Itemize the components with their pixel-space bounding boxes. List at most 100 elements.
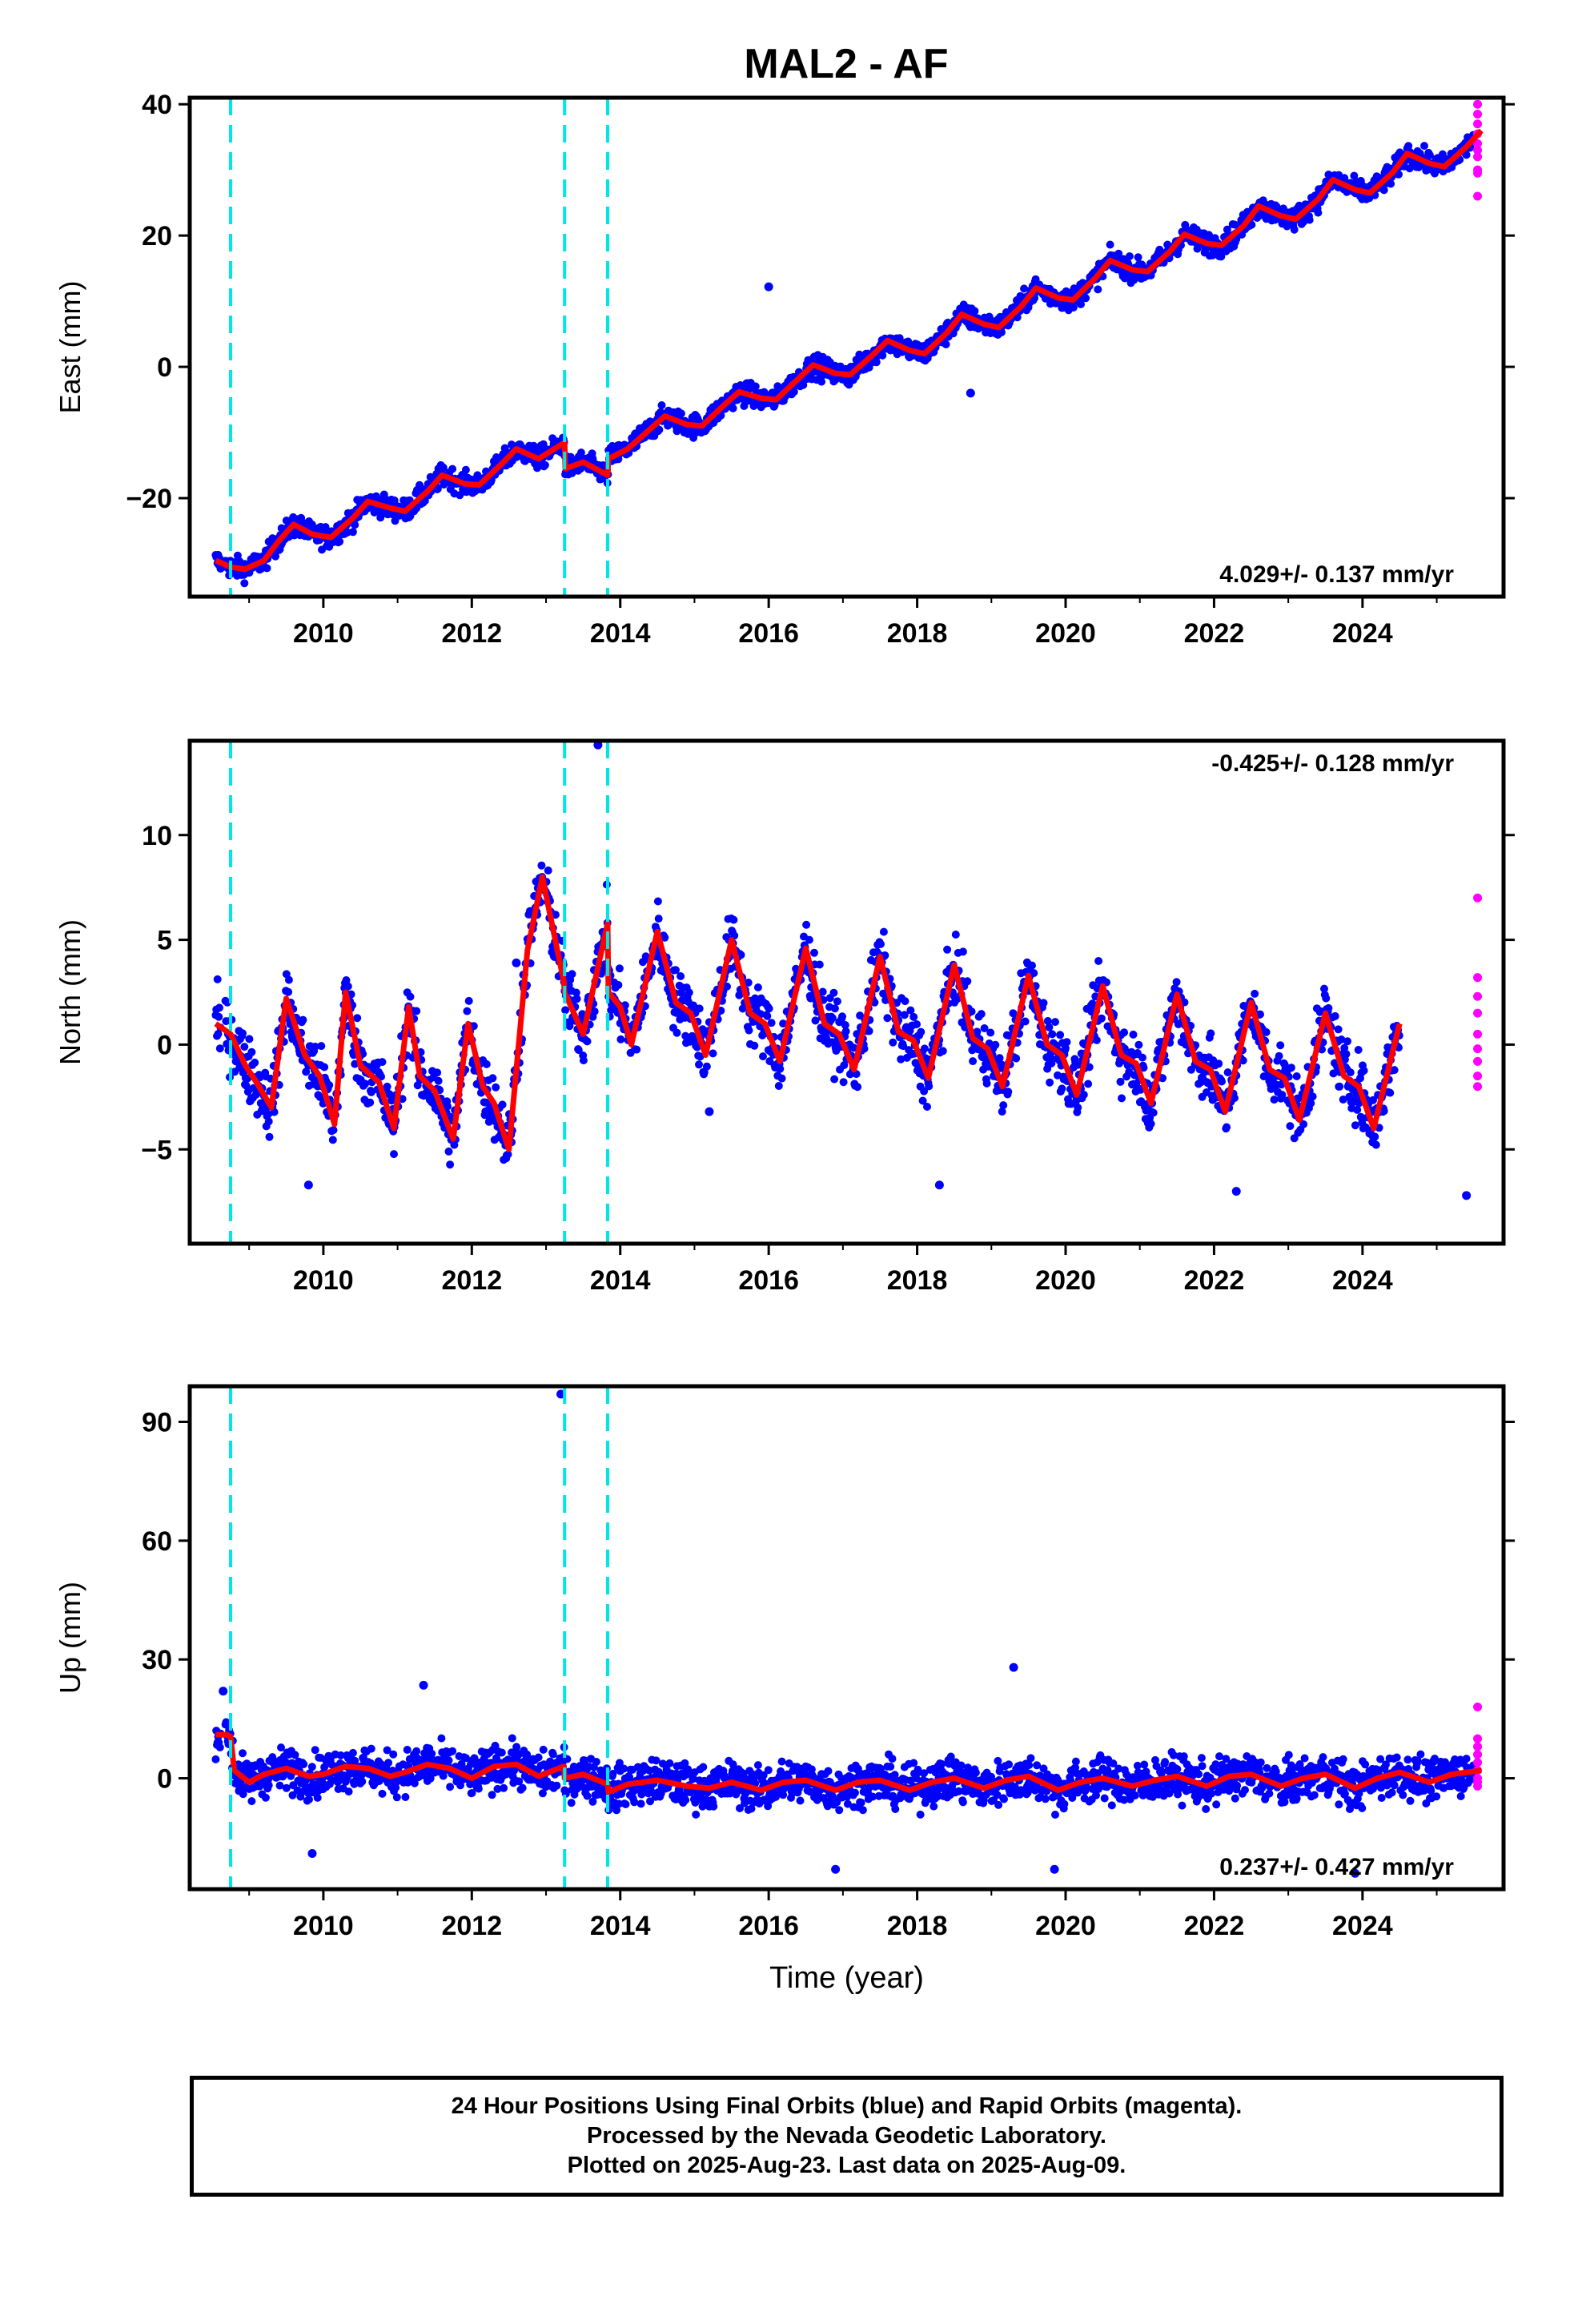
outlier-point <box>219 1687 228 1696</box>
rapid-orbit-point <box>1473 1008 1483 1018</box>
rapid-orbit-point <box>1473 1029 1483 1039</box>
panel-east: 2010 2012 2014 2016 2018 2020 2022 2024 −20 0 20 40… <box>54 90 1515 649</box>
x-tick-label: 2010 <box>293 618 354 649</box>
rapid-orbit-point <box>1473 1758 1483 1767</box>
x-tick-label: 2016 <box>738 1265 799 1296</box>
x-tick-label: 2014 <box>590 618 651 649</box>
outlier-point <box>303 1180 313 1190</box>
rapid-orbit-point <box>1473 893 1483 903</box>
outlier-point <box>307 1848 317 1858</box>
x-tick-label: 2020 <box>1035 1911 1096 1941</box>
x-tick-label: 2020 <box>1035 618 1096 649</box>
y-tick-label: 0 <box>157 1030 172 1060</box>
rapid-orbit-point <box>1473 99 1483 109</box>
rapid-orbit-point <box>1473 973 1483 983</box>
y-tick-label: 5 <box>157 926 172 956</box>
panel-north: 2010 2012 2014 2016 2018 2020 2022 2024 −5 0 5 10 No… <box>54 738 1515 1296</box>
model-line-up <box>215 1731 1482 1795</box>
y-tick-label: 40 <box>142 90 172 120</box>
outlier-point <box>966 388 975 398</box>
rapid-orbit-point <box>1473 1082 1483 1092</box>
outlier-point <box>593 741 603 750</box>
x-tick-label: 2012 <box>441 1911 502 1941</box>
outlier-point <box>1009 1663 1018 1672</box>
rapid-orbit-point <box>1473 1734 1483 1743</box>
x-tick-label: 2024 <box>1332 1911 1393 1941</box>
rapid-orbit-point <box>1473 139 1483 148</box>
y-tick-label: 10 <box>142 821 172 851</box>
x-tick-label: 2012 <box>441 618 502 649</box>
outlier-point <box>1050 1864 1059 1874</box>
x-tick-label: 2022 <box>1184 1265 1245 1296</box>
x-tick-label: 2024 <box>1332 1265 1393 1296</box>
plot-frame-east <box>187 95 1506 599</box>
x-axis-label: Time (year) <box>769 1961 924 1995</box>
model-line-east <box>214 128 1484 573</box>
x-tick-label: 2020 <box>1035 1265 1096 1296</box>
rapid-orbit-point <box>1473 1750 1483 1759</box>
footer-caption: 24 Hour Positions Using Final Orbits (bl… <box>190 2076 1504 2197</box>
x-tick-label: 2010 <box>293 1911 354 1941</box>
y-tick-label: −5 <box>141 1135 172 1165</box>
velocity-label: 0.237+/- 0.427 mm/yr <box>1219 1854 1454 1880</box>
rapid-orbit-point <box>1473 1703 1483 1712</box>
y-axis-label: East (mm) <box>54 281 86 414</box>
outlier-point <box>1231 1187 1241 1196</box>
x-tick-label: 2024 <box>1332 618 1393 649</box>
panel-up: 2010 2012 2014 2016 2018 2020 2022 2024 0 30 60 90 U… <box>54 1384 1515 1995</box>
plot-area-north <box>211 741 1483 1244</box>
y-tick-label: −20 <box>126 484 172 514</box>
rapid-orbit-point <box>1473 1742 1483 1751</box>
rapid-orbit-point <box>1473 1781 1483 1791</box>
y-axis-label: North (mm) <box>54 919 86 1065</box>
x-tick-label: 2014 <box>590 1911 651 1941</box>
rapid-orbit-point <box>1473 168 1483 178</box>
x-tick-label: 2016 <box>738 1911 799 1941</box>
rapid-orbit-point <box>1473 991 1483 1001</box>
outlier-point <box>934 1180 944 1190</box>
x-tick-label: 2010 <box>293 1265 354 1296</box>
footer-line-2: Processed by the Nevada Geodetic Laborat… <box>587 2123 1106 2149</box>
plot-area-east <box>211 98 1484 597</box>
rapid-orbit-point <box>1473 109 1483 119</box>
rapid-orbit-point <box>1473 1044 1483 1054</box>
footer-line-3: Plotted on 2025-Aug-23. Last data on 202… <box>567 2153 1126 2178</box>
footer-line-1: 24 Hour Positions Using Final Orbits (bl… <box>451 2093 1243 2119</box>
x-tick-label: 2012 <box>441 1265 502 1296</box>
x-tick-label: 2018 <box>887 618 948 649</box>
final-orbit-points-up <box>211 1718 1478 1819</box>
rapid-orbit-point <box>1473 152 1483 162</box>
rapid-orbit-point <box>1473 191 1483 201</box>
x-tick-label: 2018 <box>887 1911 948 1941</box>
x-tick-label: 2014 <box>590 1265 651 1296</box>
outlier-point <box>764 282 773 292</box>
rapid-orbit-point <box>1473 119 1483 129</box>
plot-frame-up <box>187 1384 1506 1892</box>
outlier-point <box>512 958 521 967</box>
velocity-label: 4.029+/- 0.137 mm/yr <box>1219 561 1454 588</box>
outlier-point <box>705 1107 714 1116</box>
velocity-label: -0.425+/- 0.128 mm/yr <box>1211 750 1454 777</box>
plot-area-up <box>211 1386 1483 1889</box>
outlier-point <box>831 1864 841 1874</box>
chart-title: MAL2 - AF <box>744 41 948 87</box>
y-tick-label: 0 <box>157 1764 172 1795</box>
x-tick-label: 2016 <box>738 618 799 649</box>
y-axis-label: Up (mm) <box>54 1582 86 1694</box>
rapid-orbit-point <box>1473 1056 1483 1066</box>
outlier-point <box>1462 1191 1472 1200</box>
x-tick-label: 2022 <box>1184 1911 1245 1941</box>
x-tick-label: 2022 <box>1184 618 1245 649</box>
y-tick-label: 20 <box>142 221 172 251</box>
rapid-orbit-point <box>1473 1072 1483 1081</box>
final-orbit-points-north <box>211 861 1403 1169</box>
model-line-north <box>214 874 1403 1152</box>
final-orbit-points-east <box>211 131 1478 588</box>
plot-frame-north <box>187 738 1506 1246</box>
outlier-point <box>419 1680 428 1690</box>
y-tick-label: 60 <box>142 1526 172 1557</box>
y-tick-label: 0 <box>157 352 172 383</box>
y-tick-label: 90 <box>142 1408 172 1438</box>
rapid-orbit-point <box>1473 146 1483 155</box>
